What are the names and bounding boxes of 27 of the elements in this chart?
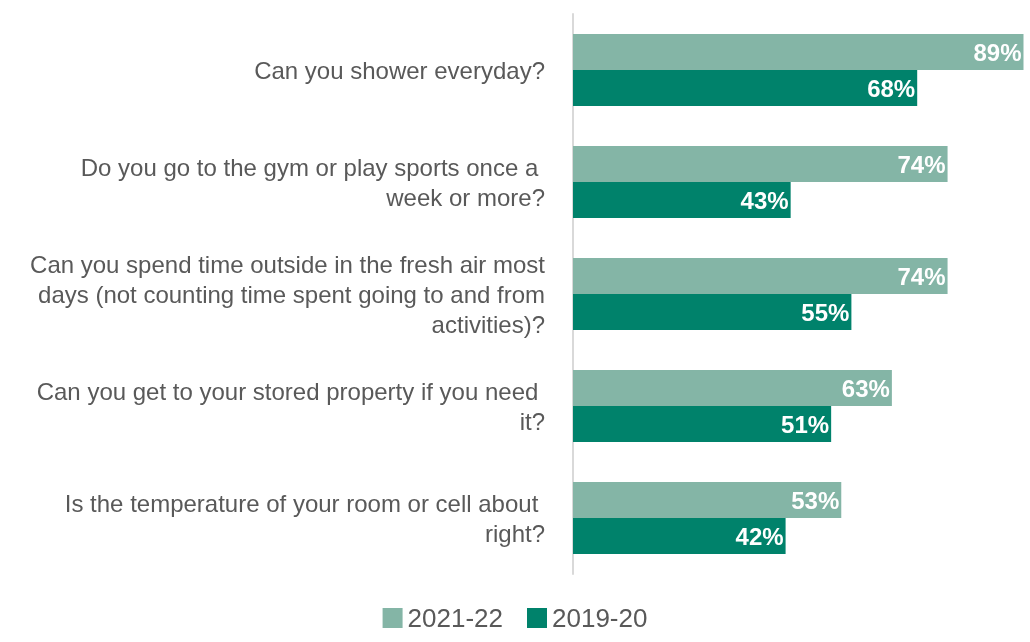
y-tick-label: Is the temperature of your room or cell about right? [64,489,545,547]
data-label: 55% [801,298,850,326]
bar [573,518,786,554]
data-label: 68% [867,74,916,102]
bar [573,258,948,294]
data-label: 53% [791,486,840,514]
data-label: 51% [781,410,830,438]
y-tick-label: Can you spend time outside in the fresh air most days (not counting time spent going to and from activities)? [30,250,546,338]
bar [573,70,918,106]
bar [573,34,1024,70]
data-label: 74% [897,150,946,178]
legend-label: 2019-20 [552,603,648,633]
y-tick-label: Can you shower everyday? [254,56,545,84]
bar [573,146,948,182]
data-label: 42% [735,522,784,550]
bar [573,406,832,442]
bar [573,182,791,218]
bar [573,370,892,406]
data-label: 89% [973,38,1022,66]
data-label: 63% [841,374,890,402]
bar [573,294,852,330]
y-tick-label: Can you get to your stored property if you need it? [36,377,545,435]
data-label: 74% [897,262,946,290]
data-label: 43% [740,186,789,214]
bar [573,482,842,518]
legend-label: 2021-22 [407,603,503,633]
y-tick-label: Do you go to the gym or play sports once a week or more? [80,153,545,211]
